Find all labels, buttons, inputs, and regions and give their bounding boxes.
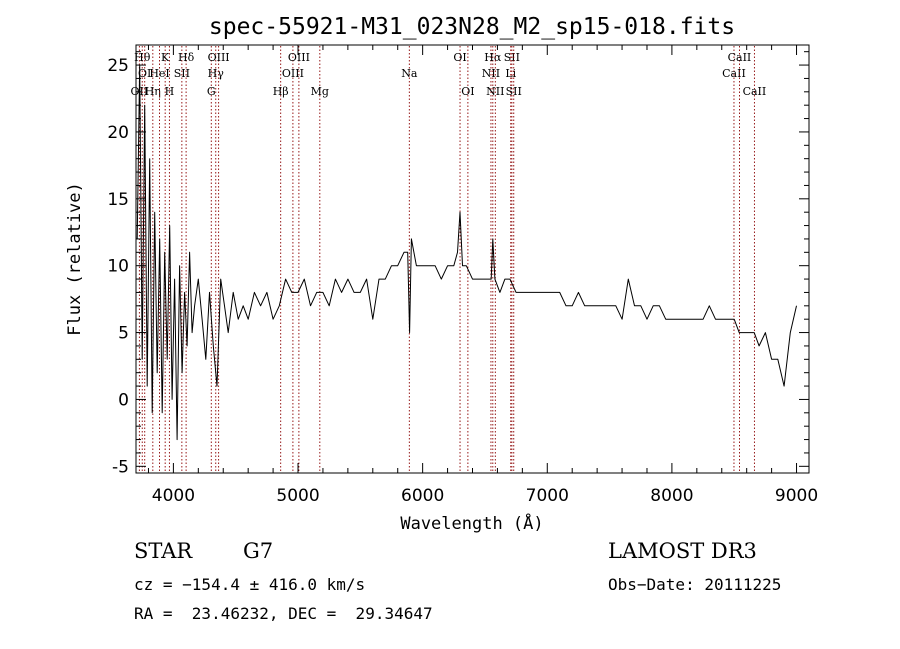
spectrum-line [136, 64, 797, 441]
y-axis-label: Flux (relative) [65, 182, 85, 336]
spectrum-series [136, 64, 797, 441]
marker-label: SII [174, 67, 190, 80]
marker-label: NII [482, 67, 500, 80]
object-subclass: G7 [243, 539, 274, 563]
chart-title: spec-55921-M31_023N28_M2_sp15-018.fits [209, 14, 735, 40]
x-tick-label: 8000 [650, 486, 693, 506]
marker-label: HeI [149, 67, 169, 80]
y-tick-label: 25 [107, 56, 129, 76]
marker-label: Hθ [134, 51, 151, 64]
marker-label: Hδ [178, 51, 195, 64]
y-tick-label: -5 [112, 457, 129, 477]
marker-label: OIII [282, 67, 304, 80]
x-tick-label: 6000 [401, 486, 444, 506]
marker-label: Hγ [208, 67, 225, 80]
marker-label: OI [461, 85, 474, 98]
marker-label: OI [138, 67, 151, 80]
marker-label: Na [401, 67, 418, 80]
x-tick-label: 4000 [152, 486, 195, 506]
marker-label: Hη [145, 85, 161, 98]
line-markers: OIIHθOIHηHeIKHSIIHδGHγOIIIHβOIIIOIIIMgNa… [131, 46, 767, 472]
marker-label: H [165, 85, 175, 98]
marker-label: Hβ [273, 85, 289, 98]
y-tick-label: 5 [118, 324, 129, 344]
object-class: STAR [134, 539, 193, 563]
marker-label: Mg [311, 85, 329, 98]
y-tick-label: 0 [118, 390, 129, 410]
x-tick-label: 7000 [526, 486, 569, 506]
y-tick-label: 15 [107, 190, 129, 210]
y-tick-label: 20 [107, 123, 129, 143]
x-tick-label: 5000 [276, 486, 319, 506]
marker-label: CaII [722, 67, 746, 80]
marker-label: OI [453, 51, 466, 64]
marker-label: G [207, 85, 216, 98]
y-axis: -5 0 5 10 15 20 25 [107, 51, 809, 477]
marker-label: Li [505, 67, 516, 80]
marker-label: OIII [208, 51, 230, 64]
obs-date: Obs−Date: 20111225 [608, 575, 782, 594]
marker-label: SII [506, 85, 522, 98]
marker-label: K [161, 51, 170, 64]
ra-dec: RA = 23.46232, DEC = 29.34647 [134, 604, 433, 623]
survey-name: LAMOST DR3 [608, 539, 757, 563]
y-tick-label: 10 [107, 257, 129, 277]
plot-frame [135, 44, 810, 474]
spectrum-chart: spec-55921-M31_023N28_M2_sp15-018.fits O… [65, 14, 818, 534]
x-axis-label: Wavelength (Å) [400, 512, 543, 534]
marker-label: OIII [288, 51, 310, 64]
x-tick-label: 9000 [775, 486, 818, 506]
marker-label: SII [504, 51, 520, 64]
x-axis: 4000 5000 6000 7000 8000 9000 [147, 45, 818, 506]
marker-label: CaII [743, 85, 767, 98]
marker-label: NII [486, 85, 504, 98]
marker-label: Hα [484, 51, 502, 64]
redshift-cz: cz = −154.4 ± 416.0 km/s [134, 575, 366, 594]
marker-label: CaII [728, 51, 752, 64]
